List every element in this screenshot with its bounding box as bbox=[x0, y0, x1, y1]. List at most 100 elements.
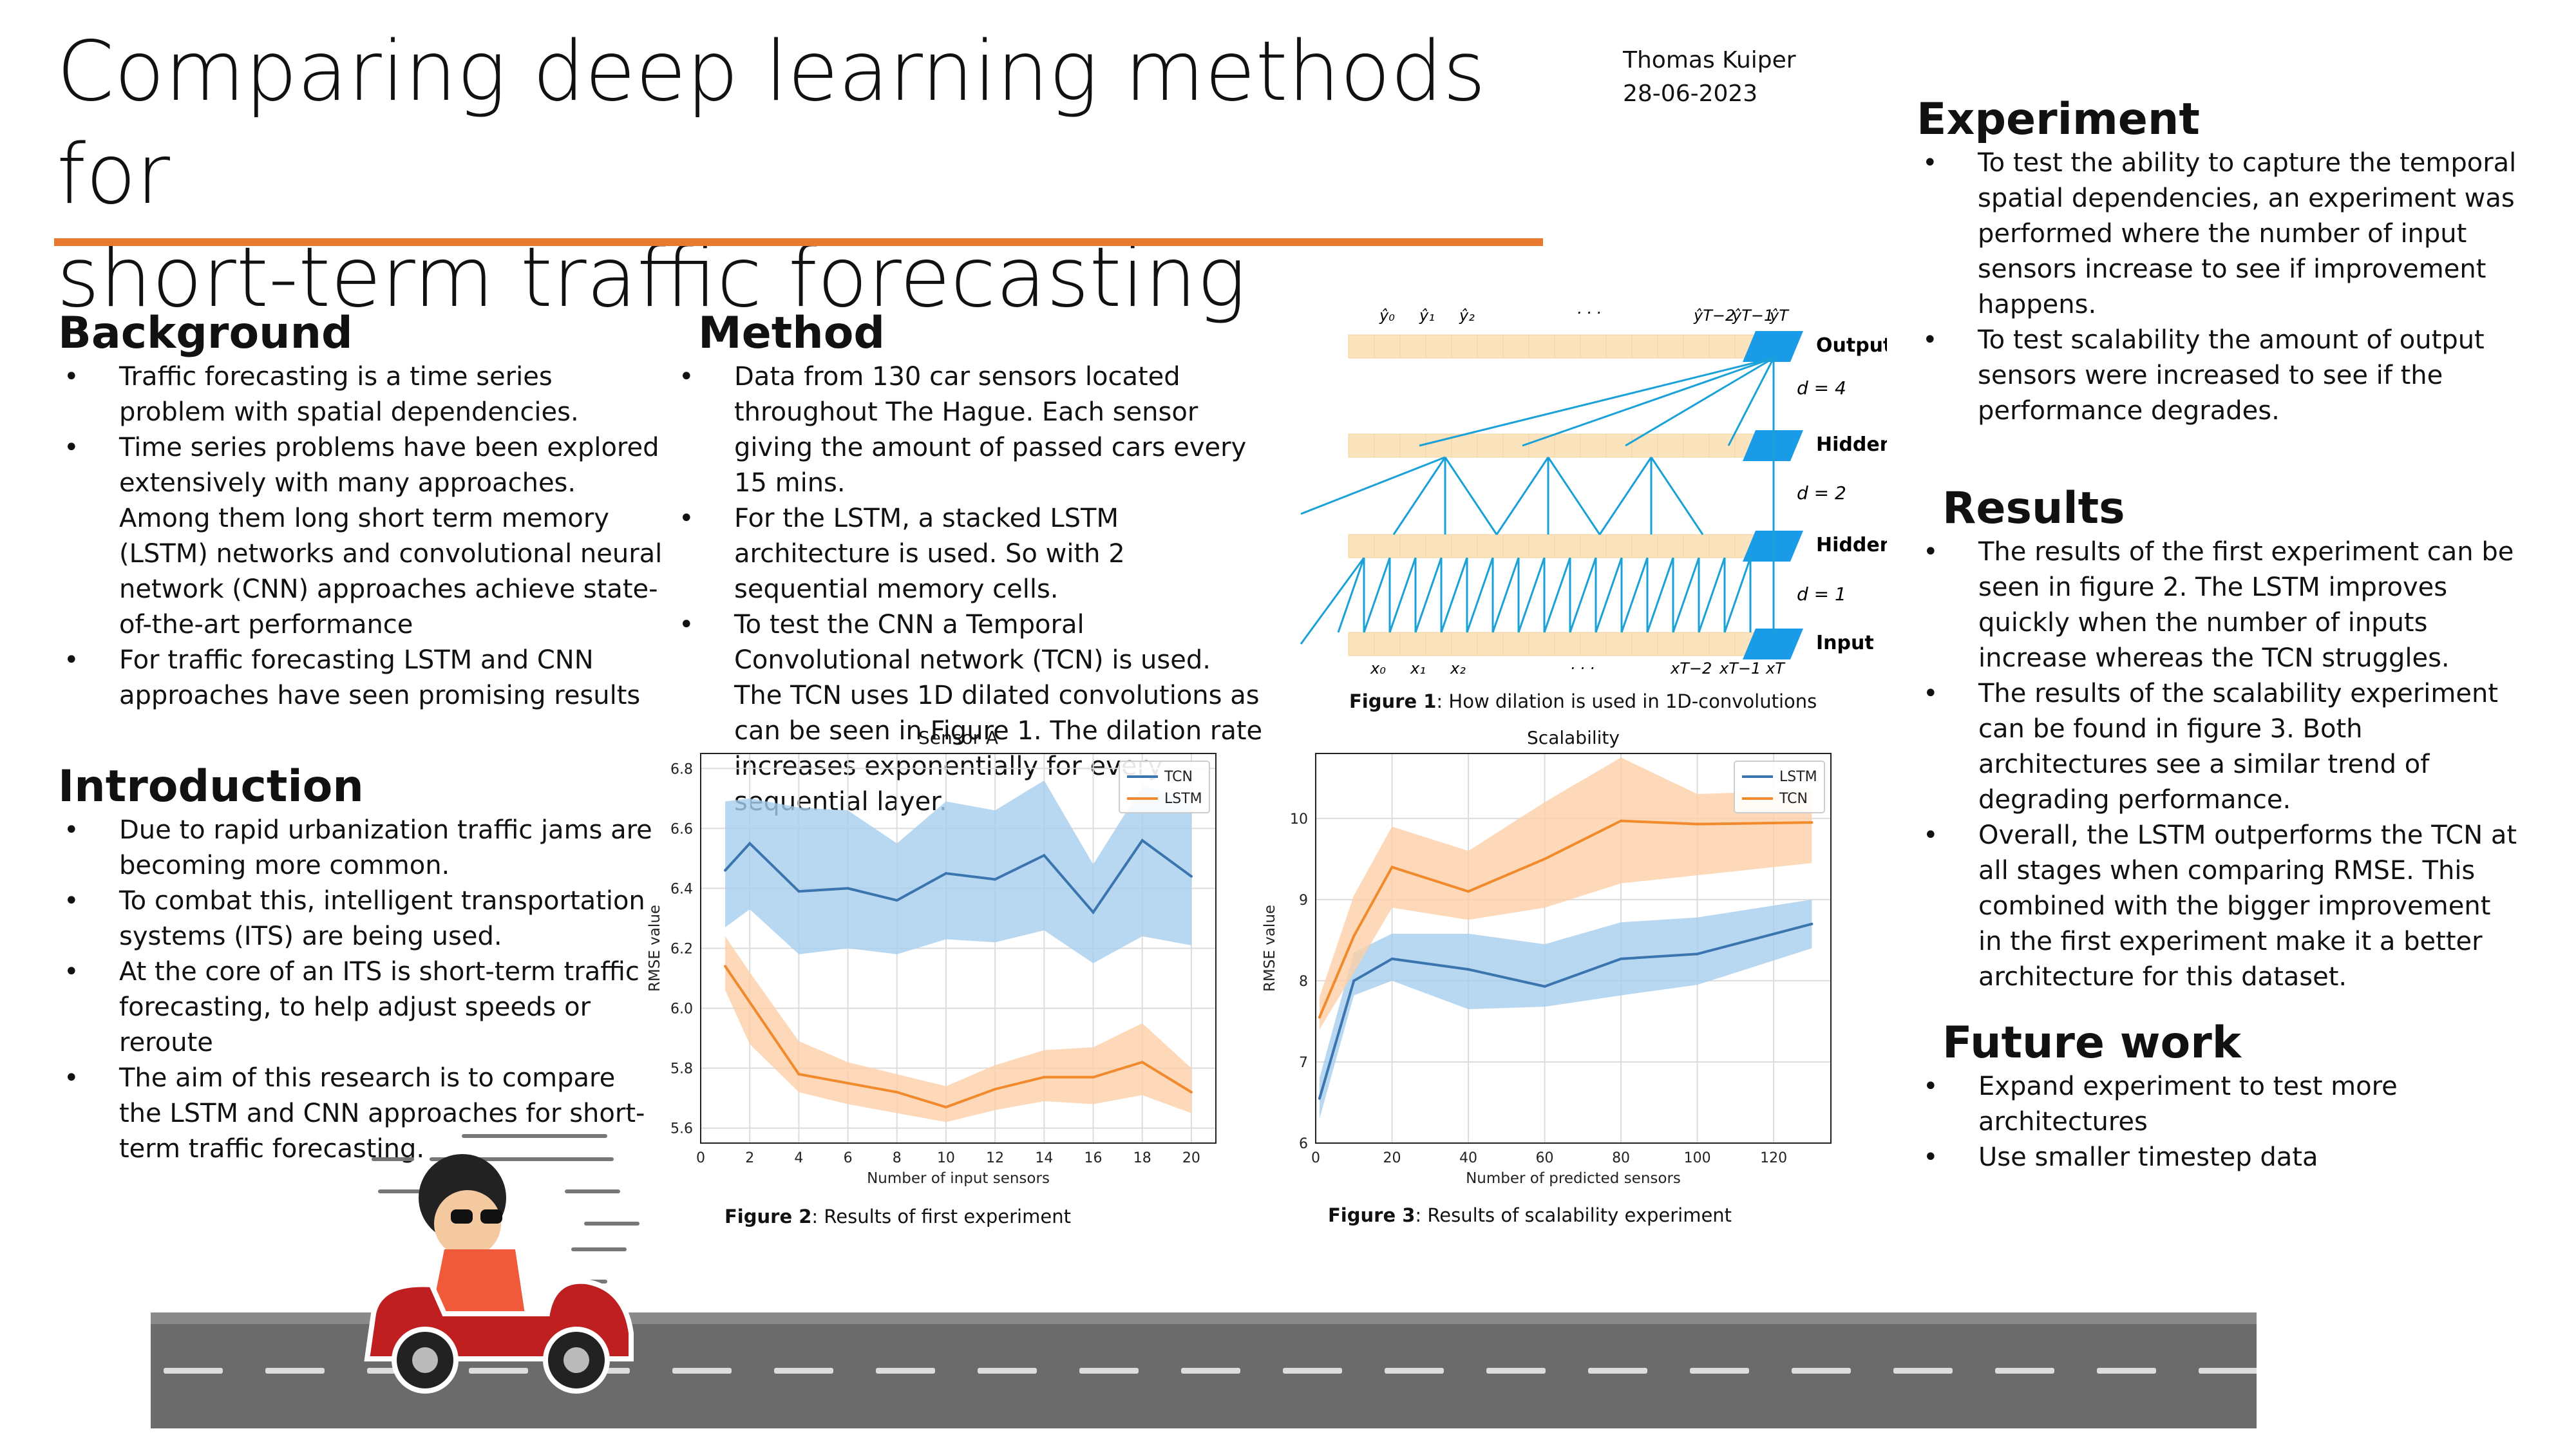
connection bbox=[1625, 357, 1774, 447]
layer-cell bbox=[1528, 632, 1555, 656]
layer-label-input: Input bbox=[1816, 632, 1874, 654]
connection bbox=[1646, 557, 1674, 633]
lane-dash bbox=[672, 1368, 732, 1374]
layer-cell bbox=[1631, 433, 1658, 458]
connection bbox=[1569, 557, 1597, 633]
data-point bbox=[994, 1088, 997, 1091]
data-point bbox=[1141, 838, 1144, 842]
input-label: x₂ bbox=[1450, 659, 1466, 677]
layer-cell bbox=[1451, 534, 1478, 558]
x-tick-label: 80 bbox=[1612, 1150, 1630, 1166]
data-point bbox=[1318, 1016, 1321, 1019]
lane-dash bbox=[1181, 1368, 1240, 1374]
data-point bbox=[1810, 821, 1814, 824]
lane-dash bbox=[2199, 1368, 2258, 1374]
experiment-item: To test scalability the amount of output… bbox=[1922, 323, 2535, 429]
connection bbox=[1495, 457, 1549, 535]
layer-cell bbox=[1348, 334, 1375, 359]
connection bbox=[1543, 557, 1571, 633]
y-axis-label: RMSE value bbox=[1262, 905, 1278, 992]
layer-cell bbox=[1631, 334, 1658, 359]
layer-cells bbox=[1348, 331, 1803, 659]
layer-cell bbox=[1502, 632, 1530, 656]
data-point bbox=[724, 965, 727, 968]
experiment-section: Experiment To test the ability to captur… bbox=[1917, 94, 2535, 429]
x-tick-label: 14 bbox=[1035, 1150, 1053, 1166]
data-point bbox=[1390, 957, 1394, 960]
layer-cell bbox=[1425, 632, 1452, 656]
data-point bbox=[1352, 934, 1356, 938]
x-tick-label: 4 bbox=[794, 1150, 803, 1166]
x-tick-label: 0 bbox=[696, 1150, 705, 1166]
layer-cell bbox=[1580, 534, 1607, 558]
layer-cell bbox=[1528, 334, 1555, 359]
data-point bbox=[1390, 866, 1394, 869]
caption-text: : How dilation is used in 1D-convolution… bbox=[1436, 690, 1817, 712]
background-section: Background Traffic forecasting is a time… bbox=[58, 308, 663, 714]
author-name: Thomas Kuiper bbox=[1623, 47, 1796, 73]
layer-cell bbox=[1477, 433, 1504, 458]
layer-cell bbox=[1605, 632, 1633, 656]
wheel-hub bbox=[564, 1347, 589, 1373]
dilation-label: d = 1 bbox=[1797, 583, 1846, 605]
dilation-label: d = 4 bbox=[1797, 377, 1846, 399]
x-tick-label: 6 bbox=[844, 1150, 853, 1166]
x-tick-label: 10 bbox=[937, 1150, 955, 1166]
connection bbox=[1414, 557, 1443, 633]
layer-cell bbox=[1477, 632, 1504, 656]
future-work-heading: Future work bbox=[1942, 1018, 2242, 1068]
x-tick-label: 40 bbox=[1459, 1150, 1477, 1166]
author-block: Thomas Kuiper 28-06-2023 bbox=[1623, 44, 1796, 111]
x-tick-label: 100 bbox=[1684, 1150, 1711, 1166]
caption-text: : Results of scalability experiment bbox=[1415, 1204, 1732, 1226]
connection bbox=[1337, 557, 1365, 633]
sensor-a-chart: Sensor A 0 2 4 6 8 10 12 14 16 18 20 5.6 5.8 6.0 6.2 6.4… bbox=[647, 727, 1217, 1187]
layer-cell bbox=[1399, 632, 1426, 656]
x-axis-label: Number of predicted sensors bbox=[1466, 1170, 1681, 1187]
series-line-lstm bbox=[1318, 922, 1812, 1099]
output-label: ŷ₁ bbox=[1419, 307, 1435, 325]
layer-cell bbox=[1580, 334, 1607, 359]
x-tick-label: 0 bbox=[1311, 1150, 1320, 1166]
data-point bbox=[1043, 1075, 1046, 1079]
driver-shirt bbox=[431, 1249, 525, 1314]
y-tick-label: 10 bbox=[1290, 811, 1308, 828]
lane-dash bbox=[1385, 1368, 1444, 1374]
layer-label-hidden: Hidden bbox=[1816, 534, 1887, 556]
data-point bbox=[748, 842, 752, 845]
connection bbox=[1419, 357, 1774, 447]
data-point bbox=[1467, 890, 1470, 893]
poster-title: Comparing deep learning methods for shor… bbox=[57, 21, 1570, 330]
confidence-band-tcn bbox=[725, 780, 1191, 963]
layer-cell bbox=[1709, 334, 1736, 359]
confidence-band-lstm bbox=[1319, 899, 1812, 1119]
introduction-item: To combat this, intelligent transportati… bbox=[64, 884, 663, 954]
series-line-tcn bbox=[1318, 819, 1812, 1018]
data-point bbox=[1620, 819, 1623, 822]
data-point bbox=[1696, 822, 1699, 826]
layer-cell bbox=[1605, 534, 1633, 558]
plot-frame bbox=[1315, 753, 1832, 1144]
x-axis-label: Number of input sensors bbox=[867, 1170, 1050, 1187]
layer-cell bbox=[1580, 632, 1607, 656]
x-tick-label: 2 bbox=[745, 1150, 754, 1166]
output-label: ŷT−2 bbox=[1693, 307, 1735, 325]
background-item: Traffic forecasting is a time series pro… bbox=[64, 359, 663, 430]
connection bbox=[1522, 357, 1774, 447]
lane-dash bbox=[1283, 1368, 1342, 1374]
data-point bbox=[797, 890, 800, 893]
chart-title: Scalability bbox=[1527, 727, 1620, 748]
background-item: For traffic forecasting LSTM and CNN app… bbox=[64, 643, 663, 714]
output-label: ŷ₂ bbox=[1459, 307, 1475, 325]
dilation-label: d = 2 bbox=[1797, 482, 1846, 504]
data-point bbox=[1189, 1090, 1193, 1094]
data-point bbox=[724, 869, 727, 872]
connection bbox=[1492, 557, 1520, 633]
introduction-heading: Introduction bbox=[58, 761, 364, 812]
data-point bbox=[944, 872, 947, 875]
legend-label: TCN bbox=[1164, 769, 1193, 785]
data-point bbox=[895, 899, 898, 902]
input-label: xT−2 bbox=[1670, 659, 1712, 677]
layer-cell bbox=[1709, 534, 1736, 558]
data-point bbox=[1141, 1061, 1144, 1064]
